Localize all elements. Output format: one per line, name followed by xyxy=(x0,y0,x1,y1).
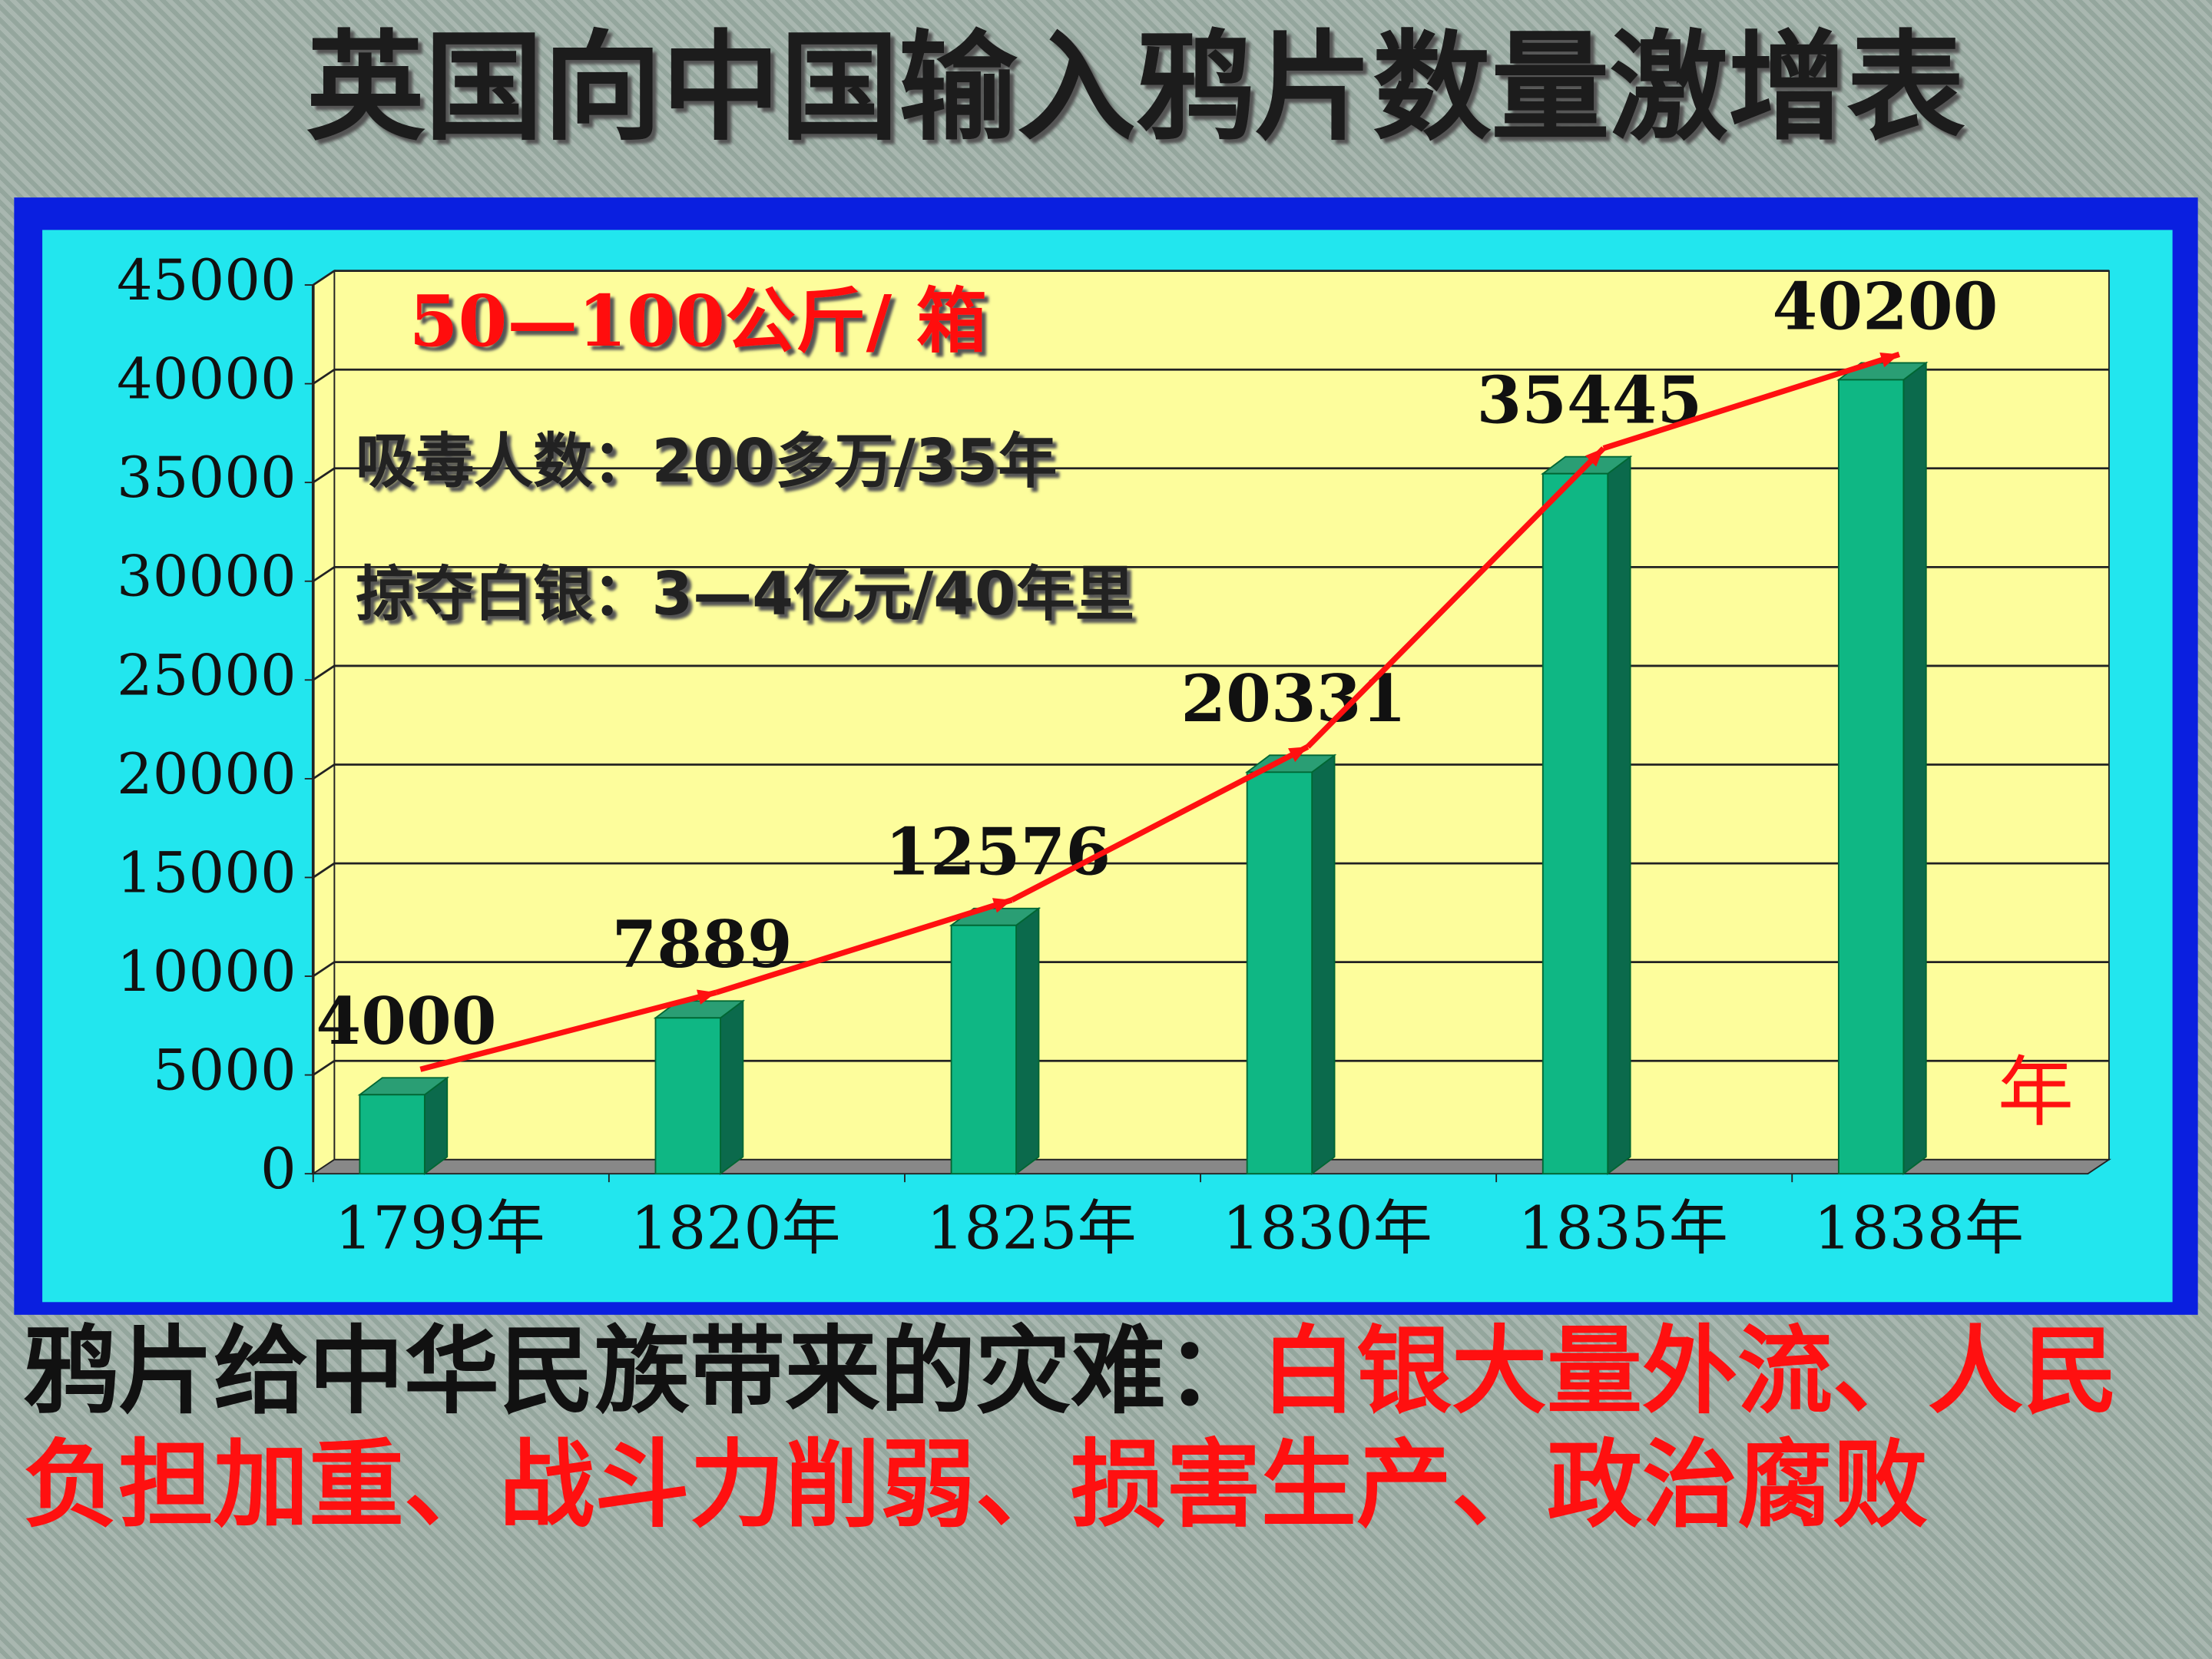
trend-arrowhead xyxy=(1879,353,1899,368)
bar xyxy=(1837,379,1905,1175)
annotation: 吸毒人数：200多万/35年 xyxy=(356,427,1057,496)
value-label: 4000 xyxy=(316,983,496,1059)
annotation: 掠夺白银：3—4亿元/40年里 xyxy=(356,560,1134,629)
bar-side xyxy=(720,999,744,1175)
grid-line xyxy=(312,1060,336,1076)
trend-arrowhead xyxy=(1584,448,1604,467)
grid-line xyxy=(312,467,336,484)
grid-line xyxy=(312,763,336,780)
y-tick-label: 15000 xyxy=(117,840,296,906)
unit-note: 50—100公斤/ 箱 xyxy=(409,280,987,363)
y-tick-label: 35000 xyxy=(117,445,296,511)
bar xyxy=(1541,472,1609,1175)
trend-arrowhead xyxy=(697,989,717,1005)
x-tick-label: 1830年 xyxy=(1222,1194,1432,1263)
trend-arrow xyxy=(1602,351,1900,452)
value-label: 40200 xyxy=(1773,268,1998,344)
y-tick-label: 25000 xyxy=(117,643,296,708)
grid-line xyxy=(312,566,336,582)
value-label: 35445 xyxy=(1476,363,1702,439)
bar-side xyxy=(1902,361,1927,1175)
bar-side xyxy=(1311,753,1336,1175)
grid-line xyxy=(312,664,336,681)
caption-lead: 鸦片给中华民族带来的灾难： xyxy=(23,1316,1262,1427)
x-tick-label: 1835年 xyxy=(1518,1194,1727,1263)
trend-arrow xyxy=(1306,446,1606,749)
y-tick-label: 30000 xyxy=(117,545,296,610)
floor xyxy=(310,1158,2111,1175)
trend-arrow xyxy=(419,989,717,1072)
x-unit: 年 xyxy=(1998,1048,2074,1137)
trend-arrow xyxy=(1010,744,1310,902)
bar-side xyxy=(1607,455,1631,1175)
bar xyxy=(950,924,1017,1175)
x-tick-label: 1825年 xyxy=(926,1194,1136,1263)
y-tick-label: 10000 xyxy=(117,939,296,1005)
bar xyxy=(1246,771,1313,1175)
chart-title: 英国向中国输入鸦片数量激增表 xyxy=(306,19,1965,157)
value-label: 7889 xyxy=(612,906,793,982)
y-tick-label: 5000 xyxy=(153,1038,296,1104)
x-tick-label: 1820年 xyxy=(631,1194,840,1263)
trend-arrowhead xyxy=(992,898,1012,913)
y-tick-label: 40000 xyxy=(117,347,296,412)
value-label: 12576 xyxy=(885,814,1111,890)
grid-line xyxy=(312,270,336,286)
y-tick-label: 0 xyxy=(260,1137,296,1202)
x-tick-label: 1838年 xyxy=(1814,1194,2024,1263)
caption-text: 白银大量外流、人民负担加重、战斗力削弱、损害生产、政治腐败 xyxy=(23,1316,2119,1541)
bar xyxy=(359,1094,426,1175)
trend-arrowhead xyxy=(1288,747,1308,763)
y-tick-label: 20000 xyxy=(117,742,296,807)
back-wall xyxy=(333,270,2110,1161)
x-tick-label: 1799年 xyxy=(335,1194,545,1263)
value-label: 20331 xyxy=(1181,661,1406,737)
bar-side xyxy=(1015,906,1040,1175)
grid-line xyxy=(312,369,336,385)
grid-line xyxy=(312,961,336,978)
y-tick-label: 45000 xyxy=(117,248,296,313)
caption: 鸦片给中华民族带来的灾难：白银大量外流、人民负担加重、战斗力削弱、损害生产、政治… xyxy=(23,1315,2197,1542)
grid-line xyxy=(312,862,336,879)
bar xyxy=(654,1017,721,1175)
trend-arrow xyxy=(715,897,1013,995)
